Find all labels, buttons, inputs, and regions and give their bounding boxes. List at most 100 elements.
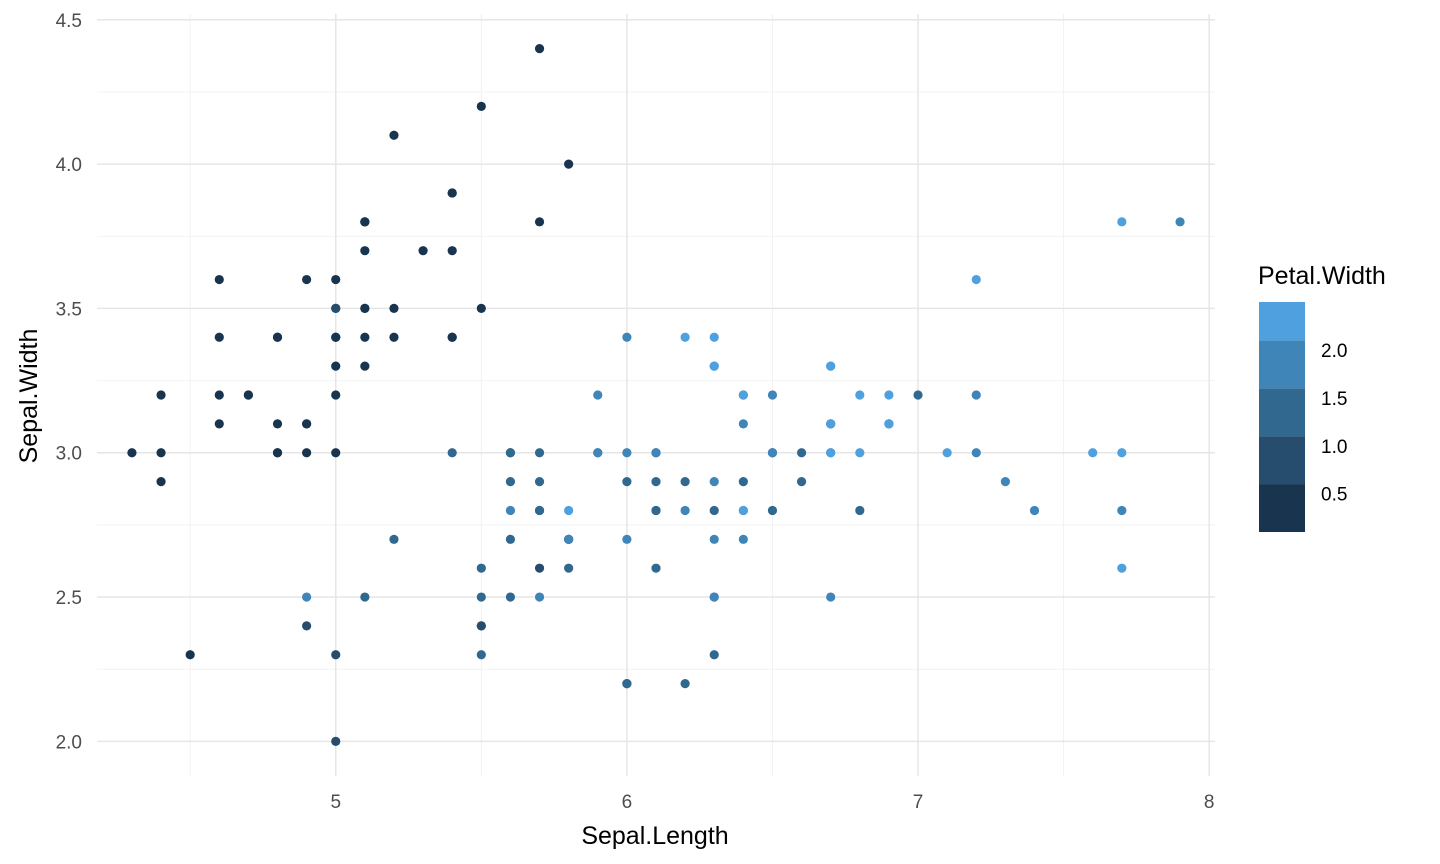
data-point (331, 650, 341, 660)
data-point (855, 390, 865, 400)
data-point (767, 390, 778, 400)
x-tick-labels: 5 6 7 8 (330, 792, 1214, 813)
data-point (855, 505, 865, 516)
data-point (1029, 505, 1040, 516)
data-point (505, 448, 516, 458)
data-point (389, 130, 399, 140)
data-point (127, 448, 137, 458)
legend-labels: 0.5 1.0 1.5 2.0 (1321, 341, 1347, 506)
data-point (156, 390, 166, 400)
data-point (389, 534, 399, 544)
data-point (767, 505, 778, 516)
data-point (534, 563, 545, 573)
data-point (360, 592, 370, 602)
y-tick-label: 2.5 (56, 588, 82, 609)
data-point (651, 563, 661, 573)
data-point (564, 563, 574, 573)
data-point (534, 44, 545, 54)
data-point (709, 534, 719, 544)
data-point (243, 390, 253, 400)
data-point (360, 246, 370, 256)
data-point (709, 505, 719, 516)
data-point (884, 419, 894, 429)
data-point (214, 390, 224, 400)
data-point (331, 448, 341, 458)
data-point (942, 448, 952, 458)
legend-tick-label: 1.0 (1321, 437, 1347, 458)
legend-color-bin (1259, 484, 1305, 532)
legend-colorbar (1259, 302, 1305, 532)
x-tick-label: 5 (330, 792, 341, 813)
data-point (826, 419, 836, 429)
data-point (476, 621, 486, 631)
data-point (796, 476, 807, 487)
data-point (680, 332, 690, 342)
data-point (156, 476, 166, 487)
data-point (738, 476, 748, 487)
data-point (534, 476, 545, 487)
data-point (622, 332, 632, 342)
data-point (331, 390, 341, 400)
y-tick-label: 4.5 (56, 11, 82, 32)
data-point (302, 419, 312, 429)
data-point (564, 505, 574, 516)
data-point (534, 505, 545, 516)
data-point (622, 448, 632, 458)
data-point (534, 592, 545, 602)
y-tick-labels: 2.0 2.5 3.0 3.5 4.0 4.5 (56, 11, 82, 754)
data-point (622, 534, 632, 544)
data-point (1117, 217, 1127, 227)
data-point (214, 332, 224, 342)
data-point (331, 332, 341, 342)
data-point (651, 476, 661, 487)
data-point (156, 448, 166, 458)
data-point (913, 390, 923, 400)
x-tick-label: 7 (913, 792, 924, 813)
data-point (214, 419, 224, 429)
data-point (971, 274, 981, 285)
data-point (476, 101, 486, 111)
legend-color-bin (1259, 302, 1305, 341)
data-point (1000, 476, 1010, 487)
data-point (331, 736, 341, 746)
y-axis-title: Sepal.Width (15, 329, 43, 464)
data-point (272, 448, 283, 458)
legend-color-bin (1259, 436, 1305, 485)
y-tick-label: 2.0 (56, 732, 82, 753)
data-point (709, 650, 719, 660)
data-points (127, 44, 1185, 746)
data-point (796, 448, 807, 458)
data-point (738, 534, 748, 544)
color-legend: Petal.Width 0.5 1.0 1.5 2.0 (1258, 262, 1386, 532)
data-point (651, 448, 661, 458)
data-point (826, 361, 836, 371)
data-point (214, 274, 224, 285)
data-point (680, 679, 690, 689)
legend-tick-label: 1.5 (1321, 389, 1347, 410)
data-point (1088, 448, 1098, 458)
data-point (593, 390, 603, 400)
data-point (738, 419, 748, 429)
data-point (767, 448, 778, 458)
data-point (476, 650, 486, 660)
data-point (389, 303, 399, 314)
legend-color-bin (1259, 388, 1305, 437)
x-tick-label: 6 (622, 792, 633, 813)
data-point (564, 159, 574, 169)
data-point (534, 448, 545, 458)
data-point (680, 505, 690, 516)
data-point (855, 448, 865, 458)
data-point (302, 274, 312, 285)
data-point (738, 505, 748, 516)
data-point (302, 621, 312, 631)
data-point (971, 390, 981, 400)
data-point (505, 476, 516, 487)
data-point (709, 592, 719, 602)
data-point (738, 390, 748, 400)
data-point (505, 534, 516, 544)
legend-tick-label: 2.0 (1321, 341, 1347, 362)
grid-major (97, 14, 1215, 776)
data-point (884, 390, 894, 400)
data-point (534, 217, 545, 227)
data-point (564, 534, 574, 544)
